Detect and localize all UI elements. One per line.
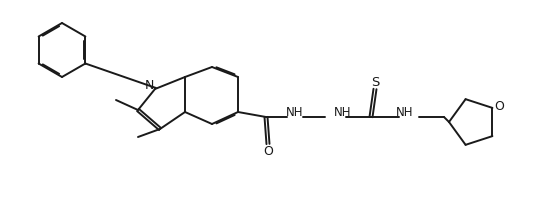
Text: S: S bbox=[371, 75, 379, 89]
Text: N: N bbox=[144, 79, 154, 91]
Text: NH: NH bbox=[334, 105, 352, 119]
Text: O: O bbox=[263, 145, 273, 157]
Text: NH: NH bbox=[396, 105, 414, 119]
Text: NH: NH bbox=[287, 105, 304, 119]
Text: O: O bbox=[494, 100, 504, 113]
